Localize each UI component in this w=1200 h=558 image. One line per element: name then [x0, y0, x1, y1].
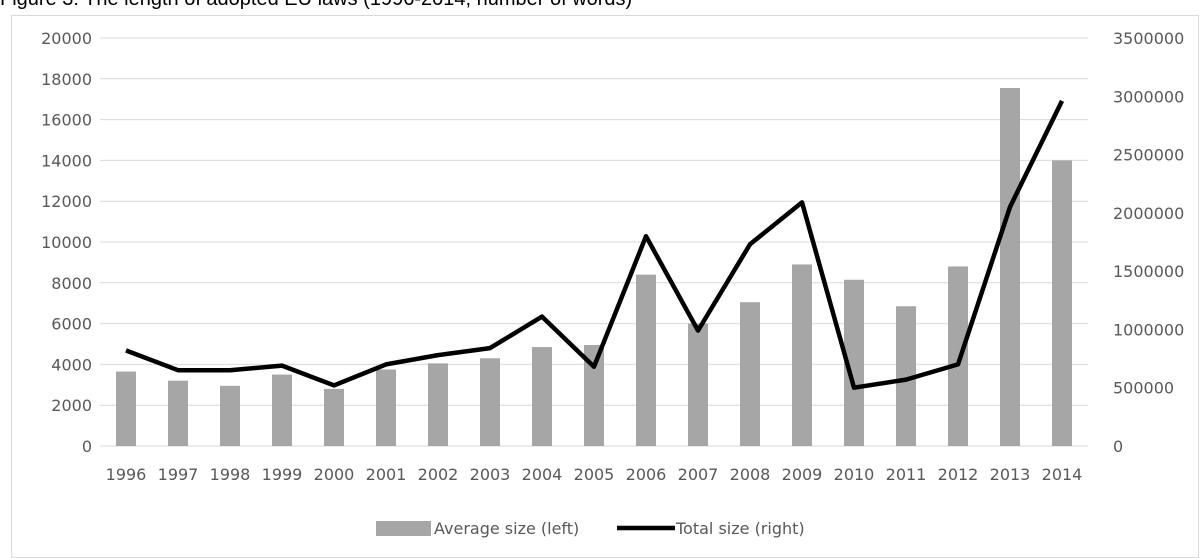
left-tick-label: 4000	[51, 355, 92, 374]
bar-1997	[168, 380, 188, 446]
x-tick-label: 2013	[990, 465, 1031, 484]
x-tick-label: 2009	[782, 465, 823, 484]
right-tick-label: 1500000	[1113, 262, 1184, 281]
right-axis-ticks: 0 500000 1000000 1500000 2000000 2500000 30000…	[1113, 29, 1184, 456]
x-tick-label: 2001	[366, 465, 407, 484]
x-tick-label: 2008	[730, 465, 771, 484]
left-tick-label: 0	[82, 437, 92, 456]
figure-title: Figure 3: The length of adopted EU laws …	[0, 0, 632, 11]
bar-1996	[116, 371, 136, 446]
left-tick-label: 14000	[41, 151, 92, 170]
left-tick-label: 20000	[41, 29, 92, 48]
x-tick-label: 2000	[314, 465, 355, 484]
legend-label-average-size: Average size (left)	[434, 519, 579, 538]
total-size-line	[125, 99, 1065, 390]
x-tick-label: 1999	[262, 465, 303, 484]
right-tick-label: 0	[1113, 437, 1123, 456]
legend-swatch-bar	[376, 521, 431, 536]
bar-2004	[532, 347, 552, 446]
left-tick-label: 10000	[41, 233, 92, 252]
line-series-total-size	[125, 99, 1065, 390]
left-tick-label: 6000	[51, 315, 92, 334]
x-tick-label: 1997	[158, 465, 199, 484]
legend: Average size (left) Total size (right)	[376, 519, 805, 538]
bar-2000	[324, 388, 344, 446]
bar-2010	[844, 279, 864, 446]
left-tick-label: 16000	[41, 111, 92, 130]
right-tick-label: 3500000	[1113, 29, 1184, 48]
x-tick-label: 2006	[626, 465, 667, 484]
left-tick-label: 18000	[41, 70, 92, 89]
left-tick-label: 2000	[51, 396, 92, 415]
bar-2006	[636, 274, 656, 446]
right-tick-label: 500000	[1113, 379, 1174, 398]
bar-2014	[1052, 160, 1072, 446]
x-tick-label: 2005	[574, 465, 615, 484]
bar-2003	[480, 358, 500, 446]
bar-2008	[740, 302, 760, 446]
right-tick-label: 2000000	[1113, 204, 1184, 223]
bar-2005	[584, 345, 604, 446]
bar-2007	[688, 323, 708, 446]
bar-1998	[220, 385, 240, 446]
bar-2012	[948, 266, 968, 446]
x-tick-label: 2011	[886, 465, 927, 484]
x-tick-label: 2007	[678, 465, 719, 484]
left-axis-ticks: 0 2000 4000 6000 8000 10000 12000 14000 16000 180…	[41, 29, 92, 456]
x-tick-label: 2010	[834, 465, 875, 484]
x-tick-label: 2003	[470, 465, 511, 484]
bar-2001	[376, 369, 396, 446]
right-tick-label: 1000000	[1113, 320, 1184, 339]
x-tick-label: 1996	[106, 465, 147, 484]
x-tick-label: 2014	[1042, 465, 1083, 484]
x-tick-label: 2012	[938, 465, 979, 484]
bar-2009	[792, 264, 812, 446]
bar-2013	[1000, 87, 1020, 446]
x-tick-label: 2002	[418, 465, 459, 484]
bar-series-average-size	[116, 87, 1072, 446]
bar-1999	[272, 374, 292, 446]
legend-label-total-size: Total size (right)	[675, 519, 805, 538]
x-tick-label: 2004	[522, 465, 563, 484]
x-tick-label: 1998	[210, 465, 251, 484]
left-tick-label: 12000	[41, 192, 92, 211]
right-tick-label: 2500000	[1113, 146, 1184, 165]
bar-2011	[896, 306, 916, 446]
left-tick-label: 8000	[51, 274, 92, 293]
x-axis-ticks: 1996 1997 1998 1999 2000 2001 2002 2003 2004 2005…	[106, 465, 1083, 484]
bar-2002	[428, 363, 448, 446]
right-tick-label: 3000000	[1113, 87, 1184, 106]
